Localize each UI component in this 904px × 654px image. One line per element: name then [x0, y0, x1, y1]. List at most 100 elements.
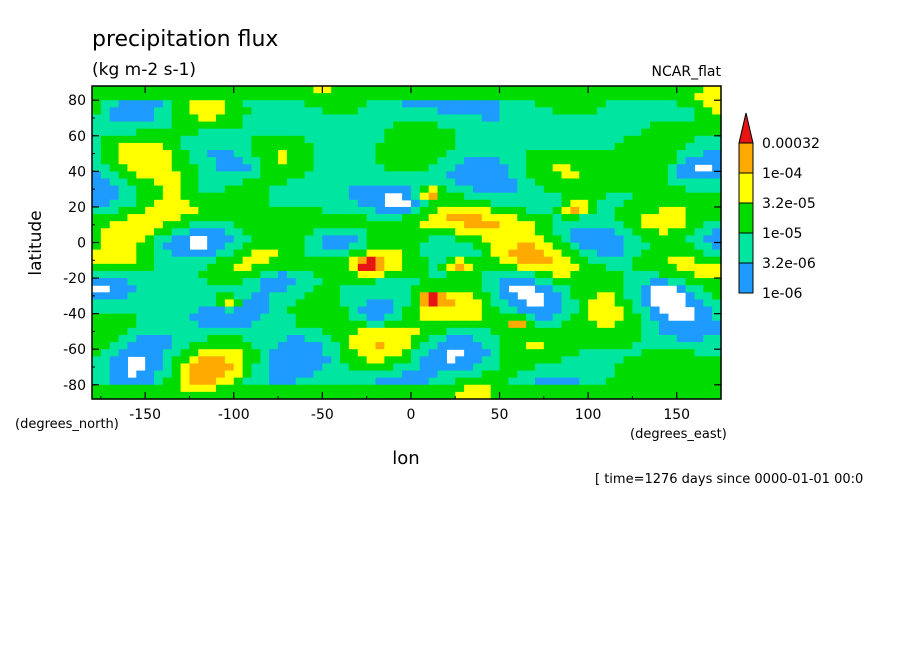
heatmap-cell [543, 128, 554, 137]
heatmap-cell [667, 221, 678, 229]
heatmap-cell [632, 270, 642, 279]
heatmap-cell [499, 384, 509, 393]
heatmap-cell [180, 93, 191, 101]
heatmap-cell [180, 107, 191, 116]
heatmap-cell [304, 164, 315, 172]
heatmap-cell [331, 135, 341, 144]
heatmap-cell [295, 363, 306, 372]
heatmap-cell [561, 150, 571, 158]
heatmap-cell [632, 107, 642, 116]
heatmap-cell [242, 349, 253, 357]
heatmap-cell [278, 107, 288, 116]
heatmap-cell [286, 299, 297, 308]
heatmap-cell [136, 377, 146, 386]
heatmap-cell [676, 377, 687, 386]
heatmap-cell [543, 114, 554, 123]
heatmap-cell [641, 121, 651, 130]
heatmap-cell [588, 270, 598, 279]
heatmap-cell [242, 100, 253, 108]
heatmap-cell [658, 249, 669, 258]
heatmap-cell [402, 242, 412, 251]
heatmap-cell [322, 214, 332, 222]
heatmap-cell [481, 342, 492, 350]
heatmap-cell [490, 256, 501, 265]
heatmap-cell [278, 228, 288, 236]
heatmap-cell [410, 320, 421, 329]
heatmap-cell [570, 93, 580, 101]
heatmap-cell [109, 100, 120, 108]
heatmap-cell [278, 114, 288, 123]
heatmap-cell [552, 164, 563, 172]
heatmap-cell [216, 157, 226, 165]
heatmap-cell [623, 164, 634, 172]
heatmap-cell [614, 377, 625, 386]
heatmap-cell [703, 370, 713, 379]
heatmap-cell [428, 334, 439, 343]
heatmap-cell [92, 327, 102, 336]
heatmap-cell [304, 249, 315, 258]
heatmap-cell [534, 235, 545, 244]
heatmap-cell [632, 178, 642, 187]
heatmap-cell [623, 249, 634, 258]
heatmap-cell [499, 342, 509, 350]
heatmap-cell [207, 199, 217, 208]
heatmap-cell [127, 100, 137, 108]
heatmap-cell [189, 114, 199, 123]
heatmap-cell [251, 93, 261, 101]
heatmap-cell [552, 206, 563, 215]
heatmap-cell [286, 221, 297, 229]
heatmap-cell [464, 214, 474, 222]
heatmap-cell [685, 249, 696, 258]
heatmap-cell [357, 370, 368, 379]
heatmap-cell [605, 142, 616, 151]
heatmap-cell [207, 270, 217, 279]
heatmap-cell [703, 121, 713, 130]
colorbar-label: 0.00032 [762, 136, 820, 152]
heatmap-cell [428, 206, 439, 215]
heatmap-cell [605, 178, 616, 187]
heatmap-cell [552, 221, 563, 229]
heatmap-cell [658, 107, 669, 116]
heatmap-cell [109, 93, 120, 101]
heatmap-cell [171, 171, 182, 180]
heatmap-cell [552, 306, 563, 315]
heatmap-cell [570, 242, 580, 251]
heatmap-cell [508, 142, 518, 151]
heatmap-cell [596, 249, 607, 258]
heatmap-cell [357, 185, 368, 194]
heatmap-cell [632, 320, 642, 329]
heatmap-cell [180, 363, 191, 372]
heatmap-cell [162, 214, 173, 222]
heatmap-cell [517, 128, 527, 137]
heatmap-cell [490, 377, 501, 386]
heatmap-cell [145, 256, 155, 265]
heatmap-cell [348, 128, 359, 137]
heatmap-cell [295, 206, 306, 215]
heatmap-cell [588, 285, 598, 293]
heatmap-cell [543, 150, 554, 158]
heatmap-cell [419, 235, 430, 244]
heatmap-cell [623, 306, 634, 315]
heatmap-cell [570, 142, 580, 151]
heatmap-cell [490, 185, 501, 194]
heatmap-cell [632, 142, 642, 151]
heatmap-cell [278, 185, 288, 194]
heatmap-cell [676, 86, 687, 94]
heatmap-cell [171, 114, 182, 123]
heatmap-cell [490, 178, 501, 187]
heatmap-cell [632, 249, 642, 258]
heatmap-cell [100, 157, 111, 165]
heatmap-cell [331, 86, 341, 94]
heatmap-cell [331, 228, 341, 236]
heatmap-cell [632, 135, 642, 144]
heatmap-cell [154, 299, 164, 308]
heatmap-cell [712, 334, 722, 343]
heatmap-cell [632, 334, 642, 343]
heatmap-cell [623, 185, 634, 194]
heatmap-cell [242, 263, 253, 272]
heatmap-cell [481, 107, 492, 116]
colorbar-segment [738, 172, 754, 204]
heatmap-cell [667, 128, 678, 137]
heatmap-cell [92, 157, 102, 165]
heatmap-cell [508, 192, 518, 201]
